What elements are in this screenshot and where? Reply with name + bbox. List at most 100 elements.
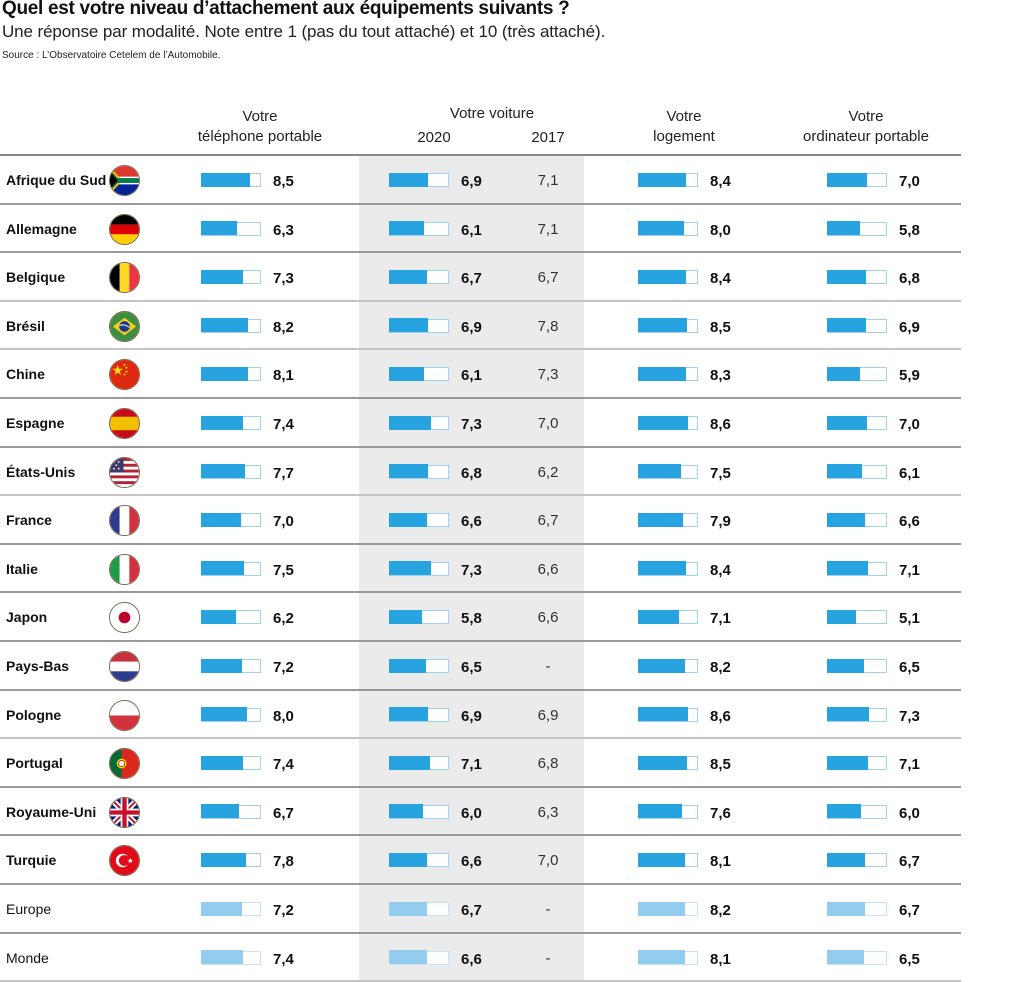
brazil-flag-icon <box>109 310 140 342</box>
bar-fill-car-2020 <box>388 852 427 867</box>
country-label: Monde <box>6 949 49 966</box>
bar-fill-home <box>637 318 687 333</box>
row-divider <box>0 639 961 642</box>
bar-car-2020 <box>388 366 449 382</box>
bar-car-2020 <box>388 609 449 625</box>
header-phone: Votre téléphone portable <box>160 107 360 147</box>
bar-fill-laptop <box>826 366 861 381</box>
bar-laptop <box>826 512 887 528</box>
value-car-2017: 6,7 <box>537 269 559 287</box>
value-car-2017: 6,8 <box>537 755 559 773</box>
table-row: Monde 7,4 6,6 8,1 6,5 - <box>0 934 961 982</box>
bar-fill-phone <box>200 415 244 430</box>
value-car-2017: 7,8 <box>537 317 559 335</box>
value-laptop: 6,0 <box>899 804 920 822</box>
table-row: Japon 6,2 5,8 7,1 5,1 6,6 <box>0 593 961 642</box>
value-laptop: 6,9 <box>899 318 920 336</box>
header-home: Votre logement <box>604 107 764 147</box>
table-row: Espagne 7,4 7,3 8,6 7,0 7,0 <box>0 399 961 448</box>
bar-laptop <box>826 366 887 382</box>
value-car-2020: 6,0 <box>461 804 482 822</box>
row-divider <box>0 882 961 885</box>
value-laptop: 6,6 <box>899 513 920 531</box>
bar-fill-laptop <box>826 950 864 965</box>
japan-flag-icon <box>109 602 140 634</box>
value-phone: 7,8 <box>273 853 294 871</box>
bar-fill-phone <box>200 464 246 479</box>
header-car: Votre voiture <box>449 105 535 122</box>
bar-laptop <box>826 658 887 673</box>
bar-car-2020 <box>388 415 449 430</box>
bar-fill-home <box>637 658 686 673</box>
value-home: 8,4 <box>710 561 731 579</box>
bar-home <box>637 609 698 625</box>
bar-home <box>637 415 698 430</box>
value-car-2020: 6,7 <box>461 270 482 288</box>
row-divider <box>0 785 961 788</box>
country-label: États-Unis <box>6 463 76 480</box>
bar-home <box>637 901 698 916</box>
value-phone: 7,2 <box>273 902 294 919</box>
bar-fill-car-2020 <box>388 512 427 527</box>
header-divider <box>0 154 961 156</box>
value-home: 8,0 <box>710 221 731 239</box>
bar-fill-laptop <box>826 415 867 430</box>
bar-car-2020 <box>388 561 449 576</box>
bar-fill-home <box>637 950 685 965</box>
chart-title: Quel est votre niveau d’attachement aux … <box>2 0 570 19</box>
country-label: Royaume-Uni <box>6 803 97 820</box>
bar-phone <box>200 755 261 771</box>
bar-fill-phone <box>200 950 244 965</box>
bar-fill-car-2020 <box>388 901 428 916</box>
bar-fill-home <box>637 415 688 430</box>
bar-fill-home <box>637 609 679 624</box>
value-car-2020: 6,1 <box>461 221 482 239</box>
bar-phone <box>200 318 261 333</box>
country-label: Japon <box>6 609 48 626</box>
value-home: 7,1 <box>710 610 731 628</box>
bar-fill-home <box>637 366 686 381</box>
bar-fill-home <box>637 561 687 576</box>
bar-fill-phone <box>200 755 244 770</box>
table-row: Turquie 7,8 6,6 8,1 6,7 7,0 <box>0 836 961 885</box>
bar-fill-car-2020 <box>388 609 422 624</box>
turkey-flag-icon <box>109 845 140 877</box>
bar-home <box>637 755 698 771</box>
bar-fill-phone <box>200 366 248 381</box>
bar-laptop <box>826 804 887 819</box>
header-laptop-line1: Votre <box>848 108 884 125</box>
bar-laptop <box>826 172 887 187</box>
bar-laptop <box>826 950 887 965</box>
country-label: Espagne <box>6 415 65 431</box>
bar-laptop <box>826 464 887 479</box>
value-phone: 7,0 <box>273 513 294 531</box>
bar-car-2020 <box>388 221 449 236</box>
bar-car-2020 <box>388 804 449 819</box>
value-home: 8,5 <box>710 318 731 336</box>
bar-laptop <box>826 221 887 236</box>
country-label: Chine <box>6 366 45 383</box>
value-car-2020: 7,1 <box>461 756 482 774</box>
china-flag-icon <box>109 359 140 391</box>
value-car-2017: 7,3 <box>537 366 559 384</box>
bar-home <box>637 464 698 479</box>
bar-car-2020 <box>388 172 449 187</box>
bar-phone <box>200 269 261 285</box>
bar-car-2020 <box>388 755 449 771</box>
bar-fill-car-2020 <box>388 755 430 770</box>
bar-fill-home <box>637 172 687 187</box>
bar-phone <box>200 609 261 625</box>
row-divider <box>0 202 961 205</box>
bar-laptop <box>826 852 887 868</box>
bar-fill-car-2020 <box>388 804 423 819</box>
bar-home <box>637 950 698 965</box>
value-car-2020: 6,9 <box>461 173 482 190</box>
value-laptop: 5,9 <box>899 367 920 385</box>
value-home: 8,6 <box>710 707 731 725</box>
bar-fill-laptop <box>826 464 862 479</box>
source-note: Source : L’Observatoire Cetelem de l’Aut… <box>2 50 221 61</box>
country-label: Belgique <box>6 269 66 286</box>
bar-fill-phone <box>200 172 250 187</box>
bar-fill-home <box>637 901 686 916</box>
bar-fill-car-2020 <box>388 415 431 430</box>
